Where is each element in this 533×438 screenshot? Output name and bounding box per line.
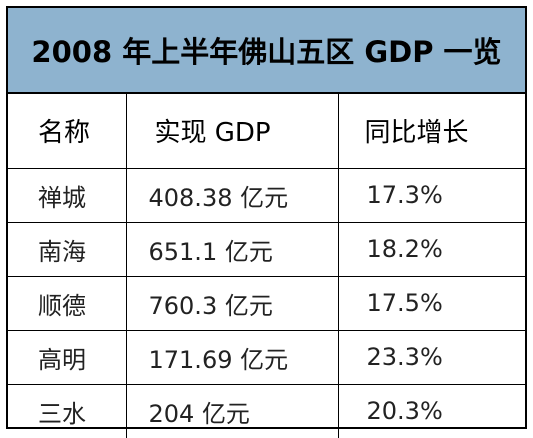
row-growth: 18.2% <box>337 221 525 277</box>
table-row: 高明 171.69 亿元 23.3% <box>8 329 525 385</box>
table-row: 顺德 760.3 亿元 17.5% <box>8 275 525 331</box>
header-gdp: 实现 GDP <box>125 94 339 169</box>
row-name: 禅城 <box>8 167 127 223</box>
header-row: 名称 实现 GDP 同比增长 <box>8 94 525 169</box>
row-name: 高明 <box>8 329 127 385</box>
row-growth: 20.3% <box>337 383 525 438</box>
row-name: 南海 <box>8 221 127 277</box>
row-gdp: 171.69 亿元 <box>125 329 339 385</box>
table-row: 南海 651.1 亿元 18.2% <box>8 221 525 277</box>
table-row: 禅城 408.38 亿元 17.3% <box>8 167 525 223</box>
gdp-table: 名称 实现 GDP 同比增长 禅城 408.38 亿元 17.3% 南海 651… <box>8 94 525 438</box>
row-name: 三水 <box>8 383 127 438</box>
row-growth: 23.3% <box>337 329 525 385</box>
row-growth: 17.3% <box>337 167 525 223</box>
row-gdp: 408.38 亿元 <box>125 167 339 223</box>
row-gdp: 760.3 亿元 <box>125 275 339 331</box>
header-growth: 同比增长 <box>337 94 525 169</box>
header-name: 名称 <box>8 94 127 169</box>
gdp-table-frame: 2008 年上半年佛山五区 GDP 一览 名称 实现 GDP 同比增长 禅城 4… <box>6 6 527 438</box>
table-title: 2008 年上半年佛山五区 GDP 一览 <box>8 8 525 94</box>
row-growth: 17.5% <box>337 275 525 331</box>
table-row: 三水 204 亿元 20.3% <box>8 383 525 438</box>
row-gdp: 651.1 亿元 <box>125 221 339 277</box>
row-gdp: 204 亿元 <box>125 383 339 438</box>
row-name: 顺德 <box>8 275 127 331</box>
